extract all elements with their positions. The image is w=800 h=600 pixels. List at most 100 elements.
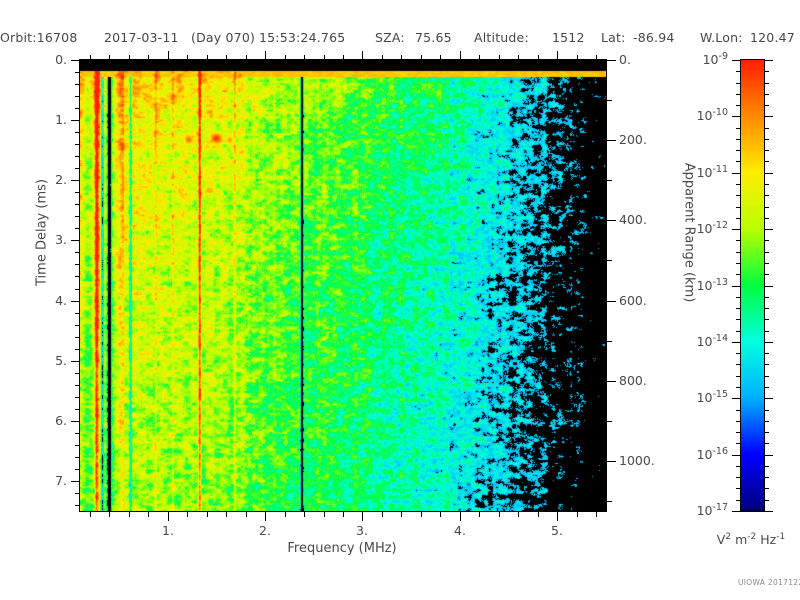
axis-tick <box>736 207 741 208</box>
colorbar-tick-label: 10-11 <box>696 164 728 181</box>
axis-tick <box>764 274 769 275</box>
x-axis-title: Frequency (MHz) <box>287 541 397 556</box>
axis-tick <box>764 319 769 320</box>
colorbar-tick-label: 10-12 <box>696 220 728 237</box>
axis-tick <box>168 512 169 521</box>
axis-tick <box>736 105 741 106</box>
axis-tick <box>764 161 769 162</box>
axis-tick <box>736 432 741 433</box>
axis-tick <box>518 55 519 60</box>
axis-tick <box>75 156 80 157</box>
axis-tick <box>382 55 383 60</box>
axis-tick <box>596 55 597 60</box>
axis-tick <box>285 512 286 517</box>
axis-tick <box>324 512 325 517</box>
axis-tick <box>285 55 286 60</box>
axis-tick <box>401 512 402 517</box>
axis-tick <box>246 512 247 517</box>
axis-tick <box>732 455 741 456</box>
axis-tick <box>764 286 773 287</box>
axis-tick <box>75 313 80 314</box>
axis-tick <box>75 469 80 470</box>
axis-tick <box>764 150 769 151</box>
axis-tick <box>764 353 769 354</box>
axis-tick <box>764 195 769 196</box>
axis-tick <box>557 512 558 521</box>
axis-tick <box>75 493 80 494</box>
axis-tick <box>75 289 80 290</box>
y-tick-label-right: 1000. <box>619 453 655 468</box>
observation-time: 15:53:24.765 <box>259 30 346 45</box>
altitude-label: Altitude: <box>474 30 529 45</box>
axis-tick <box>736 364 741 365</box>
axis-tick <box>187 55 188 60</box>
axis-tick <box>764 263 769 264</box>
y-tick-label-left: 2. <box>55 172 67 187</box>
axis-tick <box>736 410 741 411</box>
axis-tick <box>764 455 773 456</box>
axis-tick <box>421 55 422 60</box>
axis-tick <box>732 116 741 117</box>
unit-volts-exp: 2 <box>725 532 732 542</box>
axis-tick <box>148 55 149 60</box>
axis-tick <box>343 512 344 517</box>
lat-label: Lat: <box>601 30 626 45</box>
axis-tick <box>764 297 769 298</box>
axis-tick <box>736 376 741 377</box>
axis-tick <box>479 512 480 517</box>
axis-tick <box>736 353 741 354</box>
axis-tick <box>75 252 80 253</box>
axis-tick <box>75 96 80 97</box>
axis-tick <box>71 301 80 302</box>
axis-tick <box>71 120 80 121</box>
spectrogram-plot-area <box>79 59 607 512</box>
axis-tick <box>607 301 616 302</box>
axis-tick <box>764 60 773 61</box>
orbit-label: Orbit:16708 <box>0 30 78 45</box>
axis-tick <box>75 409 80 410</box>
y-tick-label-left: 1. <box>55 112 67 127</box>
axis-tick <box>764 466 769 467</box>
x-tick-label: 3. <box>356 523 368 538</box>
axis-tick <box>90 55 91 60</box>
axis-tick <box>460 51 461 60</box>
axis-tick <box>75 457 80 458</box>
x-tick-label: 1. <box>162 523 174 538</box>
colorbar <box>740 59 765 512</box>
y-tick-label-right: 600. <box>619 293 647 308</box>
axis-tick <box>75 168 80 169</box>
unit-hertz: Hz <box>760 532 777 548</box>
axis-tick <box>736 71 741 72</box>
axis-tick <box>129 55 130 60</box>
axis-tick <box>732 229 741 230</box>
colorbar-tick-label: 10-9 <box>702 51 728 68</box>
axis-tick <box>764 207 769 208</box>
axis-tick <box>362 51 363 60</box>
axis-tick <box>362 512 363 521</box>
colorbar-tick-label: 10-13 <box>696 277 728 294</box>
axis-tick <box>607 501 612 502</box>
axis-tick <box>596 512 597 517</box>
axis-tick <box>607 260 612 261</box>
axis-tick <box>440 55 441 60</box>
axis-tick <box>75 108 80 109</box>
axis-tick <box>607 461 616 462</box>
axis-tick <box>382 512 383 517</box>
axis-tick <box>226 512 227 517</box>
sza-label: SZA: <box>375 30 405 45</box>
axis-tick <box>736 128 741 129</box>
axis-tick <box>764 139 769 140</box>
axis-tick <box>343 55 344 60</box>
axis-tick <box>71 240 80 241</box>
axis-tick <box>265 51 266 60</box>
axis-tick <box>607 60 616 61</box>
axis-tick <box>71 361 80 362</box>
y-axis-right-title: Apparent Range (km) <box>681 162 697 303</box>
colorbar-gradient <box>741 60 764 511</box>
axis-tick <box>736 240 741 241</box>
axis-tick <box>324 55 325 60</box>
axis-tick <box>421 512 422 517</box>
axis-tick <box>75 505 80 506</box>
axis-tick <box>764 421 769 422</box>
axis-tick <box>764 71 769 72</box>
